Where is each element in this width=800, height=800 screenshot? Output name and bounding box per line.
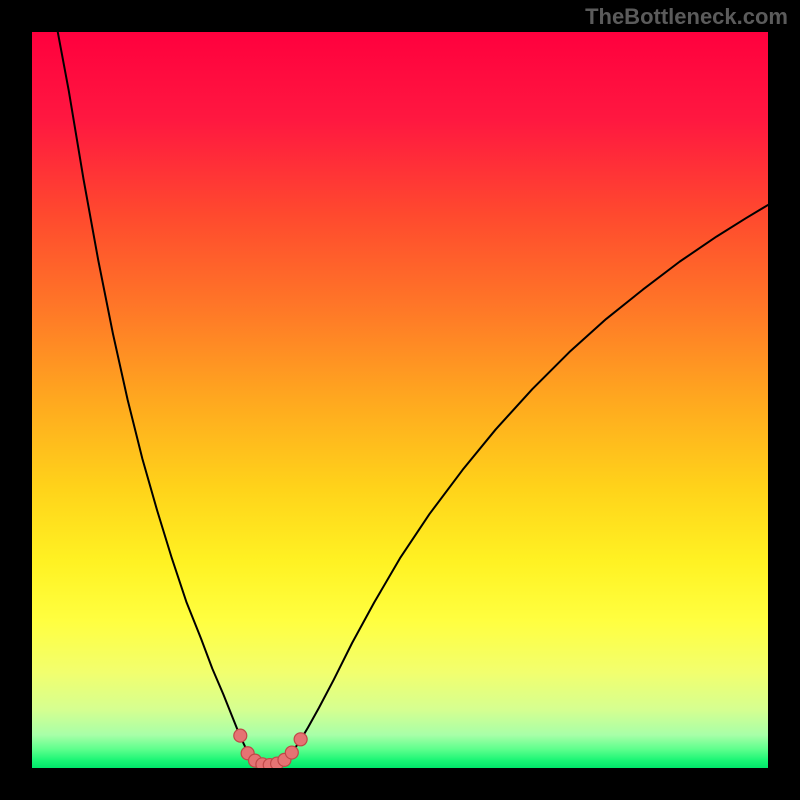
watermark-text: TheBottleneck.com: [585, 4, 788, 30]
bottleneck-curve: [58, 32, 768, 766]
curve-marker: [234, 729, 247, 742]
chart-root: TheBottleneck.com: [0, 0, 800, 800]
curve-marker: [285, 746, 298, 759]
curve-marker: [294, 733, 307, 746]
curve-layer: [0, 0, 800, 800]
